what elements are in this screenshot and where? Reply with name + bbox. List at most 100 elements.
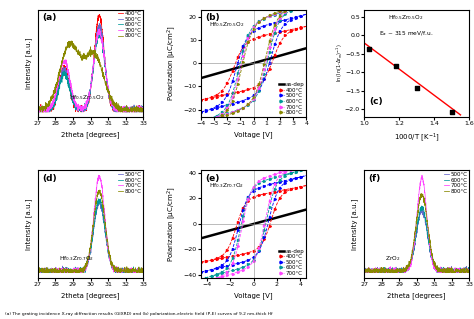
Text: (a): (a)	[42, 13, 56, 22]
X-axis label: 2theta [degrees]: 2theta [degrees]	[387, 292, 446, 299]
600°C	[422, 217, 428, 221]
X-axis label: 2theta [degrees]: 2theta [degrees]	[61, 292, 120, 299]
500°C	[96, 201, 102, 205]
X-axis label: 1000/T [K$^{-1}$]: 1000/T [K$^{-1}$]	[394, 131, 439, 144]
500°C	[425, 238, 431, 242]
600°C	[140, 107, 146, 111]
800°C	[452, 269, 458, 273]
700°C	[361, 271, 367, 275]
400°C	[102, 63, 108, 67]
500°C	[126, 270, 132, 274]
500°C	[422, 218, 428, 222]
Legend: 400°C, 500°C, 600°C, 700°C, 800°C: 400°C, 500°C, 600°C, 700°C, 800°C	[118, 11, 142, 39]
Y-axis label: Intensity [a.u.]: Intensity [a.u.]	[26, 198, 32, 250]
500°C	[115, 107, 121, 110]
700°C	[466, 269, 472, 272]
700°C	[45, 271, 51, 275]
400°C	[96, 13, 102, 17]
Text: Hf$_{0.5}$Zr$_{0.5}$O$_2$: Hf$_{0.5}$Zr$_{0.5}$O$_2$	[210, 20, 245, 29]
800°C	[115, 266, 121, 270]
800°C	[102, 80, 108, 84]
800°C	[140, 107, 146, 110]
600°C	[36, 110, 41, 114]
Line: 500°C: 500°C	[38, 24, 143, 112]
600°C	[96, 32, 102, 36]
500°C	[441, 269, 447, 272]
600°C	[97, 30, 102, 34]
800°C	[419, 192, 425, 196]
500°C	[466, 268, 472, 272]
Line: 400°C: 400°C	[38, 14, 143, 112]
800°C	[99, 197, 105, 201]
Y-axis label: ln (ln(1-Δr$_m$)$^{-1}$): ln (ln(1-Δr$_m$)$^{-1}$)	[335, 44, 345, 82]
700°C	[96, 28, 102, 32]
600°C	[365, 271, 370, 275]
800°C	[35, 110, 41, 114]
800°C	[362, 271, 368, 275]
700°C	[97, 27, 102, 31]
600°C	[452, 268, 458, 271]
800°C	[126, 269, 132, 273]
600°C	[140, 268, 146, 271]
800°C	[428, 249, 434, 252]
700°C	[368, 267, 374, 271]
700°C	[96, 174, 102, 177]
700°C	[419, 173, 425, 177]
500°C	[42, 270, 47, 273]
Line: 800°C: 800°C	[38, 41, 143, 112]
700°C	[36, 110, 42, 114]
700°C	[428, 254, 434, 258]
700°C	[42, 110, 47, 114]
800°C	[361, 267, 367, 271]
700°C	[425, 228, 431, 232]
800°C	[42, 271, 47, 275]
800°C	[441, 270, 447, 274]
700°C	[441, 268, 447, 272]
Y-axis label: Intensity [a.u.]: Intensity [a.u.]	[26, 37, 32, 89]
Text: (c): (c)	[369, 97, 383, 106]
700°C	[361, 269, 367, 273]
600°C	[97, 197, 103, 201]
500°C	[126, 108, 131, 112]
500°C	[115, 269, 121, 273]
700°C	[452, 268, 458, 272]
600°C	[115, 106, 121, 109]
500°C	[99, 35, 105, 39]
600°C	[96, 200, 102, 204]
Y-axis label: Intensity [a.u.]: Intensity [a.u.]	[352, 198, 358, 250]
700°C	[422, 197, 428, 200]
Point	[365, 47, 373, 52]
Text: (e): (e)	[205, 174, 219, 182]
700°C	[42, 268, 47, 272]
600°C	[42, 268, 47, 271]
500°C	[361, 269, 367, 273]
600°C	[42, 109, 47, 113]
500°C	[362, 271, 367, 275]
Line: 600°C: 600°C	[364, 206, 469, 273]
500°C	[140, 267, 146, 271]
Line: 800°C: 800°C	[38, 190, 143, 273]
X-axis label: Voltage [V]: Voltage [V]	[234, 131, 273, 138]
700°C	[99, 36, 105, 40]
600°C	[361, 271, 367, 274]
600°C	[428, 254, 434, 258]
Legend: as-dep, 400°C, 500°C, 600°C, 700°C, 800°C: as-dep, 400°C, 500°C, 600°C, 700°C, 800°…	[278, 82, 305, 116]
600°C	[99, 204, 105, 207]
700°C	[35, 107, 41, 111]
800°C	[96, 191, 102, 195]
600°C	[126, 268, 131, 272]
400°C	[115, 110, 121, 114]
Line: 800°C: 800°C	[364, 194, 469, 273]
800°C	[425, 226, 431, 230]
Text: (f): (f)	[368, 174, 381, 182]
700°C	[115, 266, 121, 270]
600°C	[102, 227, 108, 231]
800°C	[422, 206, 428, 210]
Legend: 500°C, 600°C, 700°C, 800°C: 500°C, 600°C, 700°C, 800°C	[444, 171, 468, 194]
400°C	[99, 27, 105, 31]
600°C	[102, 63, 108, 67]
500°C	[368, 268, 374, 272]
800°C	[466, 266, 472, 270]
500°C	[99, 208, 105, 212]
600°C	[466, 270, 472, 273]
